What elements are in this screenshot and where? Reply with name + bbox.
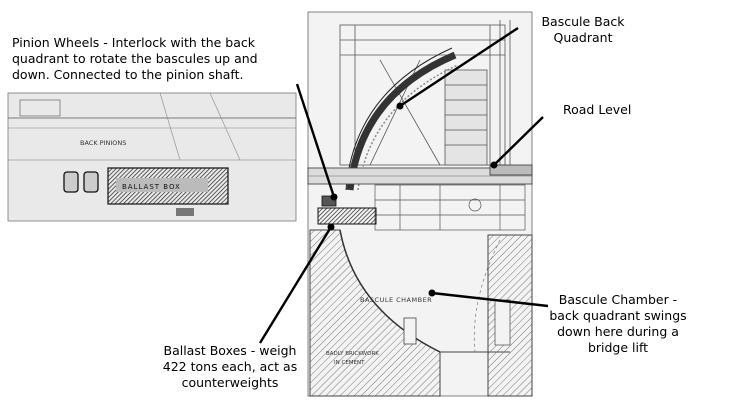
bascule-chamber <box>309 229 510 397</box>
annotation-line: back quadrant swings <box>549 308 687 323</box>
chamber-doorway <box>403 317 417 345</box>
inset-label-ballast: BALLAST BOX <box>122 183 181 191</box>
annotation-road-level: Road Level <box>563 102 631 118</box>
leader-dots <box>327 102 498 297</box>
annotation-line: down. Connected to the pinion shaft. <box>12 67 244 82</box>
inset-label-pinions: BACK PINIONS <box>80 139 126 147</box>
drawing-label-brickwork-1: BADLY BRICKWORK <box>326 351 379 357</box>
annotation-line: counterweights <box>181 375 279 390</box>
annotation-line: Bascule Chamber - <box>558 292 678 307</box>
road-deck <box>307 164 533 185</box>
leader-lines <box>258 26 549 344</box>
inset-detail-drawing: BACK PINIONS BALLAST BOX <box>7 92 297 222</box>
inset-pinion-wheel-2 <box>83 171 99 193</box>
annotation-line: Bascule Back <box>541 14 625 29</box>
annotation-line: bridge lift <box>587 340 649 355</box>
leader-back-quadrant <box>399 26 519 108</box>
drawing-label-brickwork-2: IN CEMENT <box>334 360 365 366</box>
annotation-line: Ballast Boxes - weigh <box>163 343 297 358</box>
annotation-bascule-chamber: Bascule Chamber - back quadrant swings d… <box>548 292 688 356</box>
main-section-drawing: BASCULE CHAMBER BADLY BRICKWORK IN CEMEN… <box>307 11 533 397</box>
machinery-level <box>374 184 526 231</box>
upper-framework <box>339 20 511 166</box>
annotation-ballast-boxes: Ballast Boxes - weigh 422 tons each, act… <box>160 343 300 391</box>
leader-ballast-boxes <box>258 226 333 344</box>
annotation-back-quadrant: Bascule Back Quadrant <box>528 14 638 46</box>
leader-bascule-chamber <box>431 291 549 308</box>
leader-road-level <box>493 116 544 166</box>
annotation-line: 422 tons each, act as <box>162 359 298 374</box>
annotation-line: quadrant to rotate the bascules up and <box>12 51 258 66</box>
drawing-label-chamber: BASCULE CHAMBER <box>360 296 432 304</box>
annotation-line: down here during a <box>557 324 679 339</box>
right-wall <box>487 234 533 397</box>
annotation-pinion-wheels: Pinion Wheels - Interlock with the back … <box>12 35 258 83</box>
annotation-line: Pinion Wheels - Interlock with the back <box>12 35 256 50</box>
annotation-line: Road Level <box>563 102 632 117</box>
main-ballast-box <box>317 195 377 225</box>
inset-pinion-wheel-1 <box>63 171 79 193</box>
annotation-line: Quadrant <box>553 30 613 45</box>
leader-pinion-wheels <box>295 83 336 198</box>
